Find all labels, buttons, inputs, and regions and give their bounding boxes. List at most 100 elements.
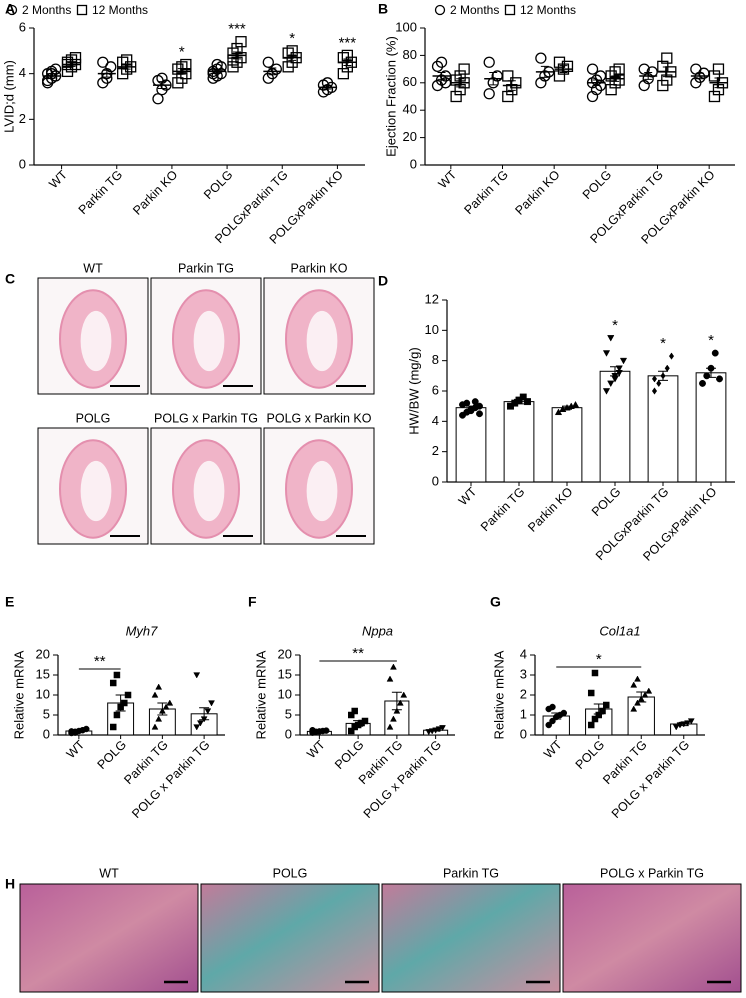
data-point bbox=[476, 402, 483, 410]
data-point bbox=[591, 715, 599, 723]
error-bar bbox=[611, 75, 620, 82]
data-point bbox=[716, 375, 723, 383]
error-bar bbox=[199, 707, 210, 721]
data-point bbox=[587, 689, 595, 697]
significance: * bbox=[179, 44, 185, 61]
data-point bbox=[553, 70, 566, 82]
bar bbox=[695, 372, 727, 483]
error-bar bbox=[157, 81, 166, 90]
heart-chamber bbox=[193, 460, 225, 522]
data-point bbox=[458, 63, 470, 75]
data-point bbox=[630, 705, 638, 712]
legend-marker bbox=[6, 4, 18, 16]
data-point bbox=[711, 349, 719, 357]
data-point bbox=[602, 350, 611, 357]
y-tick-label: 20 bbox=[278, 646, 292, 661]
data-point bbox=[599, 707, 606, 715]
data-point bbox=[262, 56, 274, 68]
data-point bbox=[549, 703, 556, 711]
data-point bbox=[587, 721, 595, 729]
error-bar bbox=[391, 691, 402, 711]
x-tick-label: POLG bbox=[573, 738, 607, 772]
data-point bbox=[703, 372, 711, 380]
data-point bbox=[602, 388, 611, 395]
data-point bbox=[502, 90, 514, 103]
x-tick-label: Parkin KO bbox=[512, 167, 562, 217]
data-point bbox=[476, 410, 483, 418]
data-point bbox=[471, 398, 479, 406]
legend-label: 2 Months bbox=[450, 3, 499, 17]
y-tick-label: 10 bbox=[36, 686, 50, 701]
chart-title: Col1a1 bbox=[599, 623, 640, 638]
data-point bbox=[113, 671, 121, 679]
x-tick-label: Parkin TG bbox=[76, 168, 126, 218]
error-bar bbox=[233, 51, 242, 60]
data-point bbox=[97, 56, 109, 68]
data-point bbox=[393, 707, 401, 714]
error-bar bbox=[47, 73, 56, 79]
y-tick-label: 40 bbox=[403, 102, 417, 117]
bar bbox=[627, 696, 655, 736]
error-bar bbox=[353, 720, 364, 727]
legend-label: 2 Months bbox=[22, 3, 71, 17]
y-tick-label: 15 bbox=[278, 666, 292, 681]
data-point bbox=[651, 375, 658, 383]
y-tick-label: 20 bbox=[36, 646, 50, 661]
data-point bbox=[560, 709, 568, 717]
y-tick-label: 100 bbox=[395, 19, 417, 34]
data-point bbox=[483, 88, 495, 100]
data-point bbox=[204, 708, 212, 715]
data-point bbox=[208, 700, 215, 707]
y-tick-label: 4 bbox=[19, 65, 26, 80]
error-bar bbox=[73, 729, 84, 733]
y-tick-label: 0 bbox=[410, 156, 417, 171]
y-axis-label: Ejection Fraction (%) bbox=[383, 36, 398, 157]
heart-chamber bbox=[193, 310, 225, 372]
histology-image bbox=[562, 883, 742, 993]
data-point bbox=[524, 398, 531, 406]
error-bar bbox=[288, 54, 297, 61]
error-bar bbox=[644, 72, 653, 80]
data-point bbox=[645, 687, 653, 694]
y-axis-label: LVID;d (mm) bbox=[1, 60, 16, 133]
bar bbox=[551, 407, 583, 483]
error-bar bbox=[314, 730, 325, 733]
histology-image bbox=[381, 883, 561, 993]
error-bar bbox=[540, 65, 549, 78]
image-label: Parkin TG bbox=[443, 866, 499, 880]
data-point bbox=[651, 387, 658, 395]
data-point bbox=[124, 691, 132, 699]
y-tick-label: 0 bbox=[19, 156, 26, 171]
y-tick-label: 8 bbox=[432, 352, 439, 367]
error-bar bbox=[177, 68, 186, 75]
significance: * bbox=[708, 332, 714, 349]
y-tick-label: 6 bbox=[432, 382, 439, 397]
x-tick-label: WT bbox=[436, 167, 460, 191]
data-point bbox=[166, 699, 174, 706]
bar bbox=[455, 407, 487, 483]
chart-title: Myh7 bbox=[126, 623, 159, 638]
data-point bbox=[207, 68, 219, 80]
error-bar bbox=[115, 694, 126, 712]
data-point bbox=[668, 352, 675, 360]
error-bar bbox=[678, 721, 689, 727]
legend-marker bbox=[434, 4, 446, 16]
error-bar bbox=[213, 69, 222, 74]
data-point bbox=[708, 90, 721, 103]
data-point bbox=[708, 70, 721, 82]
x-tick-label: POLG bbox=[332, 738, 366, 772]
data-point bbox=[613, 63, 625, 75]
data-point bbox=[634, 699, 641, 706]
image-label: Parkin KO bbox=[291, 261, 348, 275]
bar bbox=[503, 401, 535, 483]
error-bar bbox=[593, 703, 604, 715]
y-tick-label: 0 bbox=[285, 726, 292, 741]
panel-letter: B bbox=[378, 1, 388, 17]
y-tick-label: 2 bbox=[432, 443, 439, 458]
image-label: POLG x Parkin KO bbox=[267, 411, 372, 425]
image-label: POLG x Parkin TG bbox=[600, 866, 704, 880]
image-label: POLG bbox=[76, 411, 111, 425]
y-tick-label: 60 bbox=[403, 74, 417, 89]
data-point bbox=[656, 379, 662, 388]
